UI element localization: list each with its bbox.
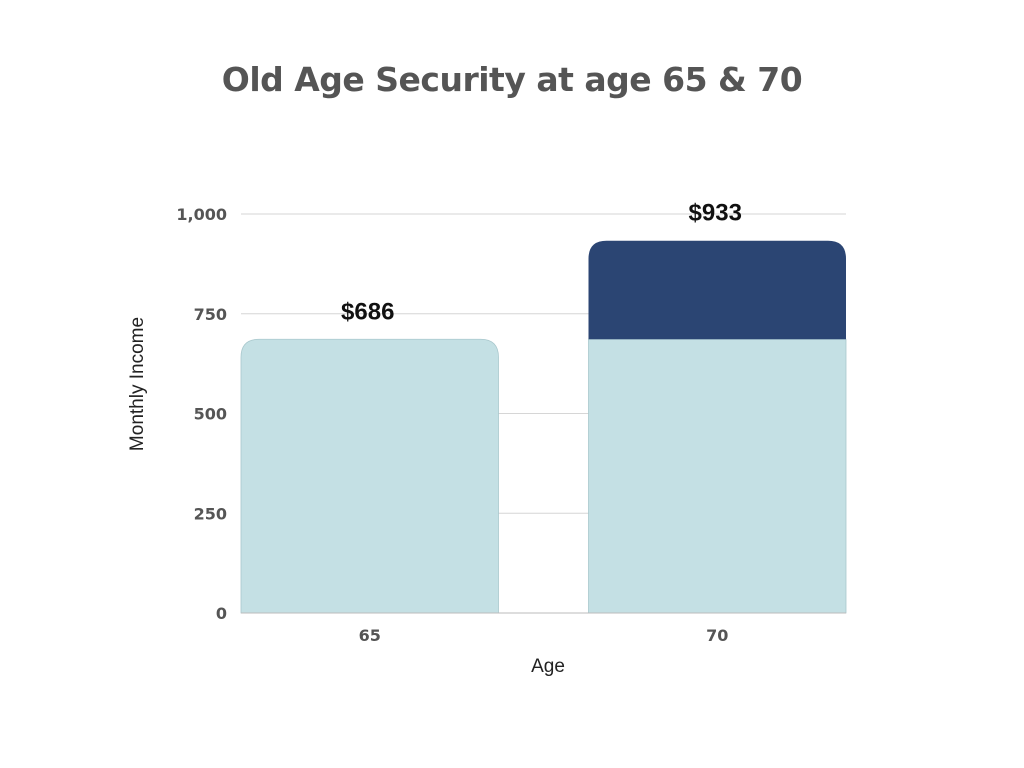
- x-tick-label-65: 65: [359, 626, 381, 645]
- y-tick-label: 1,000: [176, 205, 227, 224]
- y-axis-title: Monthly Income: [127, 317, 148, 451]
- y-tick-label: 500: [194, 405, 227, 424]
- data-label-65: $686: [341, 298, 394, 325]
- axes: 0 250 500 750 1,000 $686 65 $933 70: [176, 200, 846, 645]
- y-tick-label: 250: [194, 504, 227, 523]
- data-label-70: $933: [689, 200, 742, 227]
- y-tick-label: 0: [216, 604, 227, 623]
- x-axis-title: Age: [531, 656, 565, 677]
- x-tick-label-70: 70: [706, 626, 728, 645]
- bar-70-segment-1: [588, 240, 846, 340]
- bar-65-segment-0: [240, 338, 499, 614]
- bar-70-segment-0: [588, 338, 847, 614]
- bars: [240, 240, 847, 614]
- chart-title: Old Age Security at age 65 & 70: [221, 60, 803, 99]
- y-tick-label: 750: [194, 305, 227, 324]
